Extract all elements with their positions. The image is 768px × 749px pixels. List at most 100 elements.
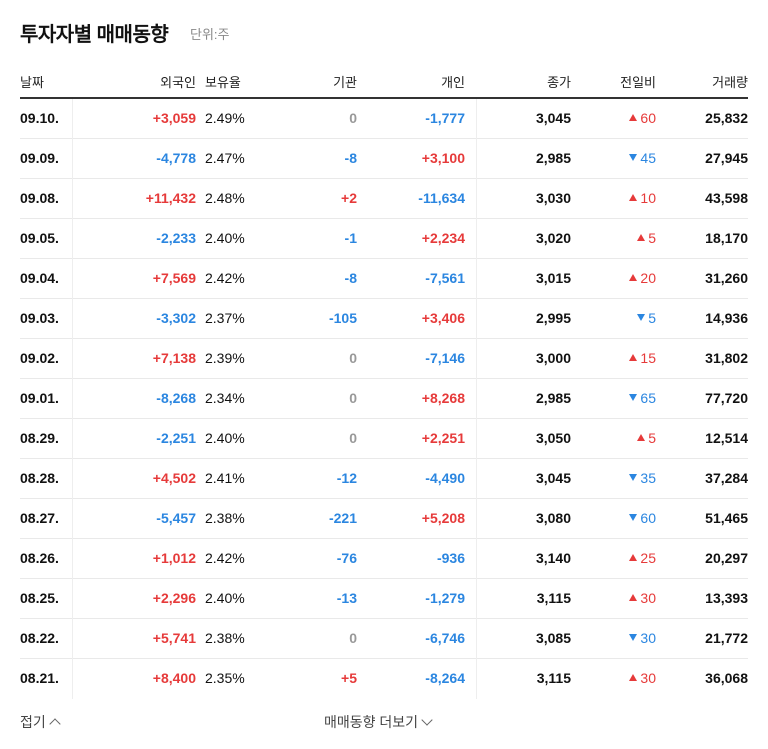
change-cell: 20 [629,268,656,288]
row-divider [20,378,748,379]
volume-cell: 18,170 [705,230,748,246]
individual-cell: +2,251 [421,430,465,446]
institution-cell: -105 [328,310,357,326]
close-cell: 2,995 [535,310,571,326]
change-cell: 5 [637,228,656,248]
change-value: 15 [640,350,656,366]
change-arrow [637,314,646,321]
change-arrow [629,634,638,641]
date-cell: 09.10. [20,110,59,126]
column-header: 전일비 [620,75,656,90]
institution-cell: -8 [344,270,357,286]
date-cell: 08.28. [20,470,59,486]
close-cell: 3,045 [535,470,571,486]
column-header: 외국인 [160,75,196,90]
institution-cell: -12 [336,470,357,486]
change-arrow [637,434,646,441]
institution-cell: 0 [349,630,357,646]
change-cell: 10 [629,188,656,208]
row-divider [20,298,748,299]
date-cell: 09.05. [20,230,59,246]
institution-cell: 0 [349,430,357,446]
title: 투자자별 매매동향 [20,24,169,46]
change-value: 60 [640,110,656,126]
close-cell: 3,115 [536,590,571,606]
change-value: 30 [640,670,656,686]
institution-cell: -8 [344,150,357,166]
institution-cell: -1 [344,230,357,246]
institution-cell: -13 [336,590,357,606]
individual-cell: -7,146 [425,350,465,366]
change-arrow [629,674,638,681]
individual-cell: -1,777 [425,110,465,126]
volume-cell: 25,832 [705,110,748,126]
volume-cell: 27,945 [705,150,748,166]
individual-cell: -936 [436,550,465,566]
change-value: 5 [648,430,656,446]
column-header: 보유율 [205,75,241,90]
close-cell: 3,020 [535,230,571,246]
volume-cell: 37,284 [705,470,748,486]
change-value: 10 [640,190,656,206]
row-divider [20,418,748,419]
volume-cell: 31,260 [705,270,748,286]
institution-cell: -76 [336,550,357,566]
change-value: 30 [640,630,656,646]
header-line [20,97,748,99]
change-arrow [629,394,638,401]
change-cell: 65 [629,388,656,408]
close-cell: 3,050 [535,430,571,446]
holding-ratio-cell: 2.40% [205,230,245,246]
individual-cell: -7,561 [425,270,465,286]
holding-ratio-cell: 2.39% [205,350,245,366]
date-cell: 08.29. [20,430,59,446]
volume-cell: 20,297 [705,550,748,566]
change-cell: 45 [629,148,656,168]
foreign-cell: +3,059 [152,110,196,126]
row-divider [20,578,748,579]
volume-cell: 13,393 [705,590,748,606]
change-value: 5 [648,310,656,326]
holding-ratio-cell: 2.48% [205,190,245,206]
foreign-cell: -5,457 [156,510,196,526]
close-cell: 3,015 [535,270,571,286]
row-divider [20,458,748,459]
more-button[interactable]: 매매동향 더보기 [324,712,433,732]
change-cell: 60 [629,108,656,128]
change-arrow [637,234,646,241]
date-cell: 09.08. [20,190,59,206]
row-divider [20,538,748,539]
change-arrow [629,274,638,281]
change-arrow [629,154,638,161]
individual-cell: +3,100 [421,150,465,166]
date-cell: 09.01. [20,390,59,406]
change-cell: 5 [637,428,656,448]
column-divider [476,99,477,699]
change-value: 30 [640,590,656,606]
foreign-cell: -4,778 [156,150,196,166]
change-cell: 15 [629,348,656,368]
more-label: 매매동향 더보기 [324,714,419,730]
close-cell: 3,000 [535,350,571,366]
date-cell: 08.22. [20,630,59,646]
foreign-cell: +1,012 [152,550,196,566]
row-divider [20,338,748,339]
foreign-cell: -3,302 [156,310,196,326]
column-divider [72,99,73,699]
individual-cell: +5,208 [421,510,465,526]
foreign-cell: +7,138 [152,350,196,366]
volume-cell: 31,802 [705,350,748,366]
collapse-label: 접기 [20,714,46,730]
close-cell: 2,985 [535,150,571,166]
row-divider [20,178,748,179]
holding-ratio-cell: 2.37% [205,310,245,326]
date-cell: 08.25. [20,590,59,606]
individual-cell: -1,279 [425,590,465,606]
holding-ratio-cell: 2.35% [205,670,245,686]
collapse-button[interactable]: 접기 [20,712,61,732]
chevron-down [421,714,433,726]
holding-ratio-cell: 2.40% [205,590,245,606]
date-cell: 09.02. [20,350,59,366]
holding-ratio-cell: 2.38% [205,630,245,646]
